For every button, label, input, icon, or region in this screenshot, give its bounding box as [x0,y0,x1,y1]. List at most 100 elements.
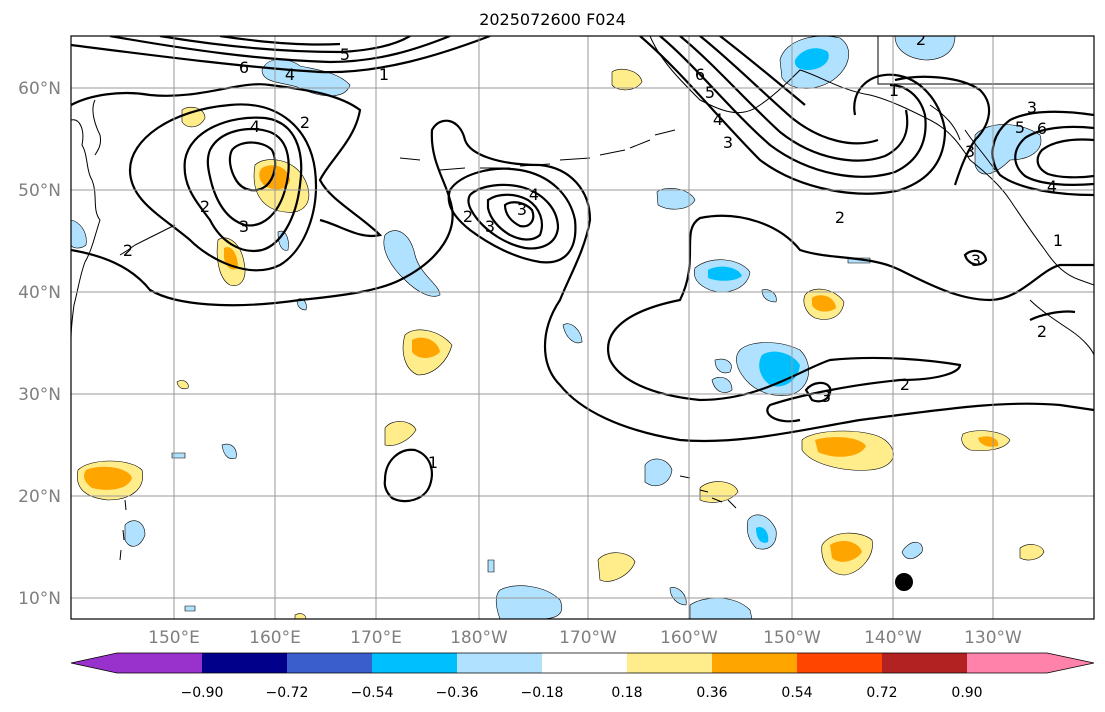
contour-2-mid [607,214,1094,361]
contour-alaska-low-5 [719,36,806,106]
colorbar-extend-right [1047,653,1094,673]
contour-label: 3 [821,387,831,406]
contour-outer-2 [71,119,1094,443]
contour-label: 5 [1015,118,1025,137]
colorbar-tick-label: −0.36 [436,685,479,701]
pos-patch-148w-core [812,295,836,312]
neg-patch-kamchatka-south [71,219,87,249]
colorbar-outline [70,652,1095,674]
contour-label: 4 [529,185,539,204]
colorbar-tick-label: 0.90 [951,685,982,701]
map-panel [71,36,1094,619]
neg-patch-170w-mid [562,323,583,344]
lon-label: 150°W [763,628,821,648]
colorbar-tick-label: −0.18 [521,685,564,701]
coast-us-west [1029,299,1094,356]
contour-bc-low-2 [1014,125,1094,186]
longitude-labels: 150°E 160°E 170°E 180°W 170°W 160°W 150°… [148,628,1022,648]
pos-patch-176e-core [412,337,440,358]
contour-label: 2 [300,113,310,132]
colorbar-tick-label: 0.72 [866,685,897,701]
colorbar-tick-label: 0.54 [781,685,812,701]
contour-jet-north-3 [159,36,411,54]
contour-jet-north-1 [71,36,491,74]
contour-1-ne [894,75,991,186]
contour-label: 2 [463,207,473,226]
contour-label: 2 [123,241,133,260]
neg-patch-south-1 [495,585,563,619]
coast-bc-islands [929,104,996,171]
pos-patch-150e-tropic-core [84,466,132,490]
contour-jet-north-2 [109,36,451,64]
contour-low-160e-3 [206,128,290,227]
contour-label: 6 [695,65,705,84]
contour-low-180-2 [467,183,560,250]
contour-label: 5 [705,83,715,102]
contour-labels: 6 5 4 4 3 2 1 2 3 4 2 3 1 6 5 4 3 2 2 3 … [123,30,1063,472]
coast-kuril-chain [119,224,176,256]
lon-label: 130°W [964,628,1022,648]
lon-label: 170°E [350,628,402,648]
contour-label: 2 [200,197,210,216]
contour-low-180-3 [486,193,544,241]
colorbar-bin [627,653,712,673]
coast-kamchatka [92,99,101,156]
contour-low-160e-4 [228,141,277,192]
contour-low-180-1 [447,167,577,264]
contour-label: 3 [517,200,527,219]
contour-jet-north-4 [219,36,341,46]
contour-2-south-loop [609,356,962,423]
contour-low-180-4 [503,201,535,228]
contour-label: 6 [239,58,249,77]
colorbar-bin [967,653,1047,673]
neg-patch-140w-low [901,541,923,560]
neg-patch-180w [383,230,441,297]
colorbar-bin [372,653,457,673]
neg-patch-157w-small [714,358,732,374]
colorbar [70,652,1095,674]
lat-label: 40°N [18,283,61,303]
contour-1-north [71,83,383,238]
colorbar-extend-left [71,653,117,673]
contour-label: 2 [1037,322,1047,341]
coast-hawaii [679,475,737,509]
contour-label: 1 [1053,231,1063,250]
gridlines [71,36,1094,619]
contour-label: 3 [239,217,249,236]
neg-patch-tiny-4 [184,605,196,612]
coast-mariana [119,499,127,561]
contours [71,36,1094,503]
pos-patch-128w-low [1019,544,1045,561]
colorbar-bin [457,653,542,673]
neg-patch-tiny-2 [761,289,777,303]
lon-label: 150°E [148,628,200,648]
contour-bc-low-3 [1036,138,1094,179]
contour-label: 5 [340,45,350,64]
lon-label: 160°W [660,628,718,648]
contour-1-sub [383,448,433,503]
neg-patch-160e-small [221,443,237,459]
contour-2-se [1029,310,1076,321]
colorbar-tick-label: −0.54 [351,685,394,701]
lon-label: 160°E [249,628,301,648]
contour-label: 2 [916,30,926,49]
contour-label: 4 [285,65,295,84]
neg-patch-157w-small2 [711,377,733,393]
neg-patch-alaska-gulf-core [794,48,829,70]
colorbar-tick-label: −0.90 [181,685,224,701]
contour-alaska-low-3 [679,36,909,162]
colorbar-bin [202,653,287,673]
contour-label: 3 [971,251,981,270]
contour-label: 4 [250,117,260,136]
pos-patch-150e-northsmall [181,106,206,128]
map-title: 2025072600 F024 [479,10,626,29]
latitude-labels: 60°N 50°N 40°N 30°N 20°N 10°N [18,79,61,609]
neg-patch-163w-sub [644,458,673,486]
contour-3-small2 [963,249,988,266]
storm-position-marker [895,573,913,591]
contour-3-small [804,381,832,403]
contour-label: 1 [889,81,899,100]
pos-patch-145w-low-core [830,540,862,562]
lon-label: 140°W [864,628,922,648]
